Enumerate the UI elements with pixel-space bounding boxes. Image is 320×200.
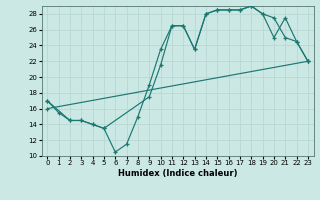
X-axis label: Humidex (Indice chaleur): Humidex (Indice chaleur) bbox=[118, 169, 237, 178]
